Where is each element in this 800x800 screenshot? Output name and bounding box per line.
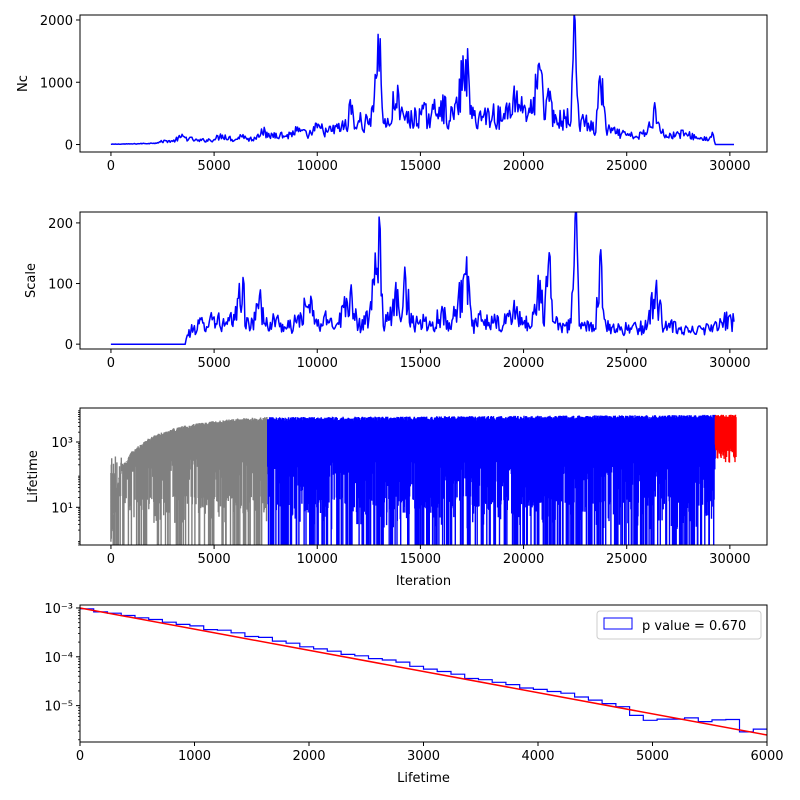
y-tick-label: 100 bbox=[48, 278, 73, 293]
x-tick-label: 20000 bbox=[503, 159, 544, 174]
x-tick-label: 3000 bbox=[407, 749, 440, 764]
x-tick-label: 0 bbox=[107, 356, 115, 371]
fit-line bbox=[80, 607, 767, 736]
series-trace bbox=[267, 414, 716, 545]
x-tick-label: 25000 bbox=[606, 356, 647, 371]
x-tick-label: 0 bbox=[107, 159, 115, 174]
x-tick-label: 5000 bbox=[636, 749, 669, 764]
scale-panel: 0 5000 10000 15000 20000 25000 30000 0 100 200 Sca… bbox=[24, 211, 768, 371]
legend-box bbox=[596, 610, 762, 640]
x-tick-label: 6000 bbox=[750, 749, 783, 764]
y-tick-label: 10⁻⁵ bbox=[44, 700, 73, 715]
histogram-steps bbox=[80, 608, 767, 733]
x-tick-label: 30000 bbox=[709, 552, 750, 567]
x-tick-label: 15000 bbox=[400, 552, 441, 567]
y-tick-label: 10⁻³ bbox=[44, 602, 73, 617]
legend-label: p value = 0.670 bbox=[642, 619, 746, 634]
y-axis-label: Lifetime bbox=[26, 450, 41, 503]
y-tick-label: 1000 bbox=[40, 76, 73, 91]
y-tick-label: 0 bbox=[65, 338, 73, 353]
plot-area bbox=[80, 607, 767, 736]
y-tick-label: 2000 bbox=[40, 14, 73, 29]
x-tick-label: 5000 bbox=[198, 552, 231, 567]
x-tick-label: 25000 bbox=[606, 159, 647, 174]
plot-area bbox=[110, 414, 737, 545]
series-line bbox=[110, 212, 735, 345]
x-tick-label: 2000 bbox=[292, 749, 325, 764]
x-tick-label: 4000 bbox=[521, 749, 554, 764]
y-tick-label: 0 bbox=[65, 139, 73, 154]
plot-area bbox=[110, 212, 735, 345]
x-axis-label: Iteration bbox=[396, 574, 451, 589]
nc-panel: 0 5000 10000 15000 20000 25000 30000 0 1000 2000 N… bbox=[16, 14, 768, 174]
x-tick-label: 15000 bbox=[400, 159, 441, 174]
x-tick-label: 25000 bbox=[606, 552, 647, 567]
y-axis-label: Scale bbox=[24, 263, 39, 298]
series-trace bbox=[714, 414, 737, 463]
lifetime-iteration-panel: 0 5000 10000 15000 20000 25000 30000 10¹ 10³ Life… bbox=[26, 407, 768, 589]
x-axis-label: Lifetime bbox=[397, 771, 450, 786]
x-tick-label: 10000 bbox=[297, 356, 338, 371]
plot-area bbox=[110, 15, 734, 146]
axes-frame bbox=[79, 14, 768, 153]
series-line bbox=[110, 15, 734, 146]
x-tick-label: 1000 bbox=[178, 749, 211, 764]
legend-swatch bbox=[603, 617, 633, 630]
x-tick-label: 10000 bbox=[297, 552, 338, 567]
x-tick-label: 30000 bbox=[709, 356, 750, 371]
x-tick-label: 5000 bbox=[198, 159, 231, 174]
x-tick-label: 15000 bbox=[400, 356, 441, 371]
x-tick-label: 30000 bbox=[709, 159, 750, 174]
legend: p value = 0.670 bbox=[596, 610, 762, 640]
x-tick-label: 5000 bbox=[198, 356, 231, 371]
x-tick-label: 20000 bbox=[503, 356, 544, 371]
x-tick-label: 10000 bbox=[297, 159, 338, 174]
y-tick-label: 10⁻⁴ bbox=[44, 651, 73, 666]
x-tick-label: 20000 bbox=[503, 552, 544, 567]
x-tick-label: 0 bbox=[76, 749, 84, 764]
y-tick-label: 10¹ bbox=[51, 501, 73, 516]
series-trace bbox=[110, 417, 269, 545]
lifetime-distribution-panel: 0 1000 2000 3000 4000 5000 6000 10⁻⁵ 10⁻⁴ 10⁻³ Lif… bbox=[44, 602, 783, 786]
y-axis-label: Nc bbox=[16, 75, 31, 92]
y-tick-label: 200 bbox=[48, 217, 73, 232]
y-tick-label: 10³ bbox=[51, 436, 73, 451]
x-tick-label: 0 bbox=[107, 552, 115, 567]
axes-frame bbox=[79, 211, 768, 350]
